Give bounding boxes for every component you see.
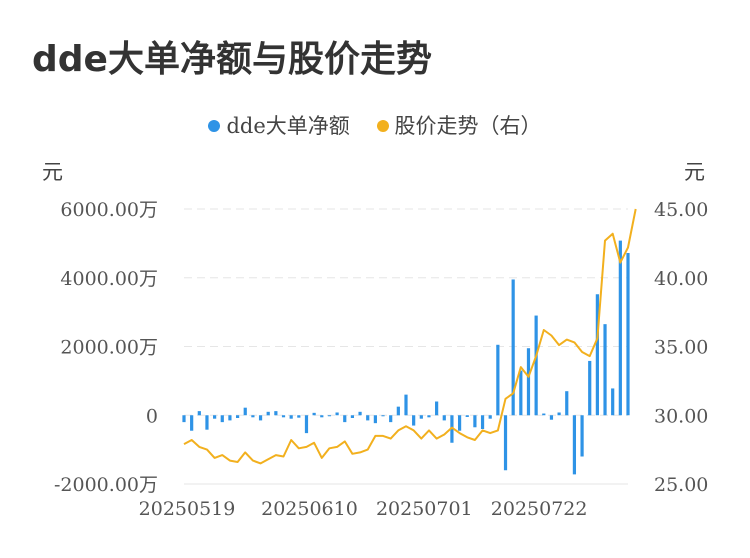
bar	[595, 294, 599, 416]
y-right-tick-label: 40.00	[654, 268, 708, 290]
bar	[182, 415, 186, 423]
bar	[565, 391, 569, 416]
bar	[358, 411, 362, 416]
bar	[618, 240, 622, 416]
bar	[258, 415, 263, 421]
y-right-tick-label: 45.00	[654, 199, 708, 221]
bar	[190, 415, 194, 431]
bar	[442, 415, 446, 421]
bar	[488, 415, 492, 419]
bar	[511, 279, 515, 416]
bar	[381, 415, 385, 417]
bar	[580, 415, 584, 457]
bar	[572, 415, 577, 475]
y-right-tick-label: 35.00	[654, 337, 708, 359]
price-line	[183, 208, 637, 465]
bar	[473, 415, 477, 428]
bar	[205, 415, 209, 430]
bar	[427, 415, 431, 418]
bar	[457, 415, 462, 431]
left-axis-unit: 元	[42, 160, 63, 184]
y-right-tick-label: 25.00	[654, 474, 708, 496]
x-tick-label: 20250701	[376, 498, 473, 520]
bar	[266, 411, 270, 416]
x-tick-label: 20250722	[491, 498, 588, 520]
legend-label-price: 股价走势（右）	[394, 114, 542, 138]
x-tick-label: 20250610	[261, 498, 358, 520]
bar	[519, 370, 523, 416]
bar	[557, 412, 561, 416]
bar	[465, 415, 469, 417]
y-right-tick-label: 30.00	[654, 405, 708, 427]
y-left-tick-label: 6000.00万	[60, 199, 158, 221]
bar	[289, 415, 293, 419]
bar	[496, 344, 500, 416]
bar	[220, 415, 224, 423]
bar	[243, 407, 247, 416]
bar	[404, 394, 408, 416]
bar	[366, 415, 370, 421]
bar	[419, 415, 423, 419]
bar	[213, 415, 217, 419]
bar	[396, 406, 400, 416]
bar	[281, 415, 286, 418]
bar	[251, 415, 255, 418]
legend-dot-dde	[208, 119, 221, 132]
bar	[588, 360, 592, 416]
bar	[335, 412, 339, 416]
legend-label-dde: dde大单净额	[226, 114, 350, 138]
bar	[534, 315, 538, 416]
y-left-tick-label: -2000.00万	[54, 474, 158, 496]
bar	[350, 415, 355, 418]
bar	[549, 415, 554, 420]
y-left-tick-label: 2000.00万	[60, 337, 158, 359]
bar	[503, 415, 508, 471]
legend-dot-price	[376, 119, 389, 132]
bar	[611, 388, 615, 416]
right-axis-unit: 元	[684, 160, 705, 184]
legend: dde大单净额 股价走势（右）	[0, 110, 750, 140]
bar	[542, 413, 546, 416]
bar	[412, 415, 416, 426]
bar	[373, 415, 377, 424]
bar	[235, 415, 240, 418]
bar	[327, 415, 332, 417]
bar	[197, 411, 201, 416]
bar	[526, 348, 531, 416]
bar	[343, 415, 347, 423]
legend-item-price[interactable]: 股价走势（右）	[376, 110, 542, 140]
bar	[320, 415, 324, 418]
bar	[312, 412, 316, 416]
y-left-tick-label: 0	[146, 405, 158, 427]
y-left-tick-label: 4000.00万	[60, 268, 158, 290]
bar	[389, 415, 393, 423]
bar	[603, 324, 607, 416]
bar	[297, 415, 301, 418]
chart-title: dde大单净额与股价走势	[32, 39, 432, 80]
bar	[274, 411, 278, 416]
bar	[626, 253, 630, 416]
bar	[435, 401, 439, 416]
bar	[304, 415, 309, 434]
bar	[450, 415, 454, 443]
x-tick-label: 20250519	[139, 498, 236, 520]
bar	[228, 415, 232, 421]
legend-item-dde[interactable]: dde大单净额	[208, 110, 350, 140]
bar	[480, 415, 485, 429]
